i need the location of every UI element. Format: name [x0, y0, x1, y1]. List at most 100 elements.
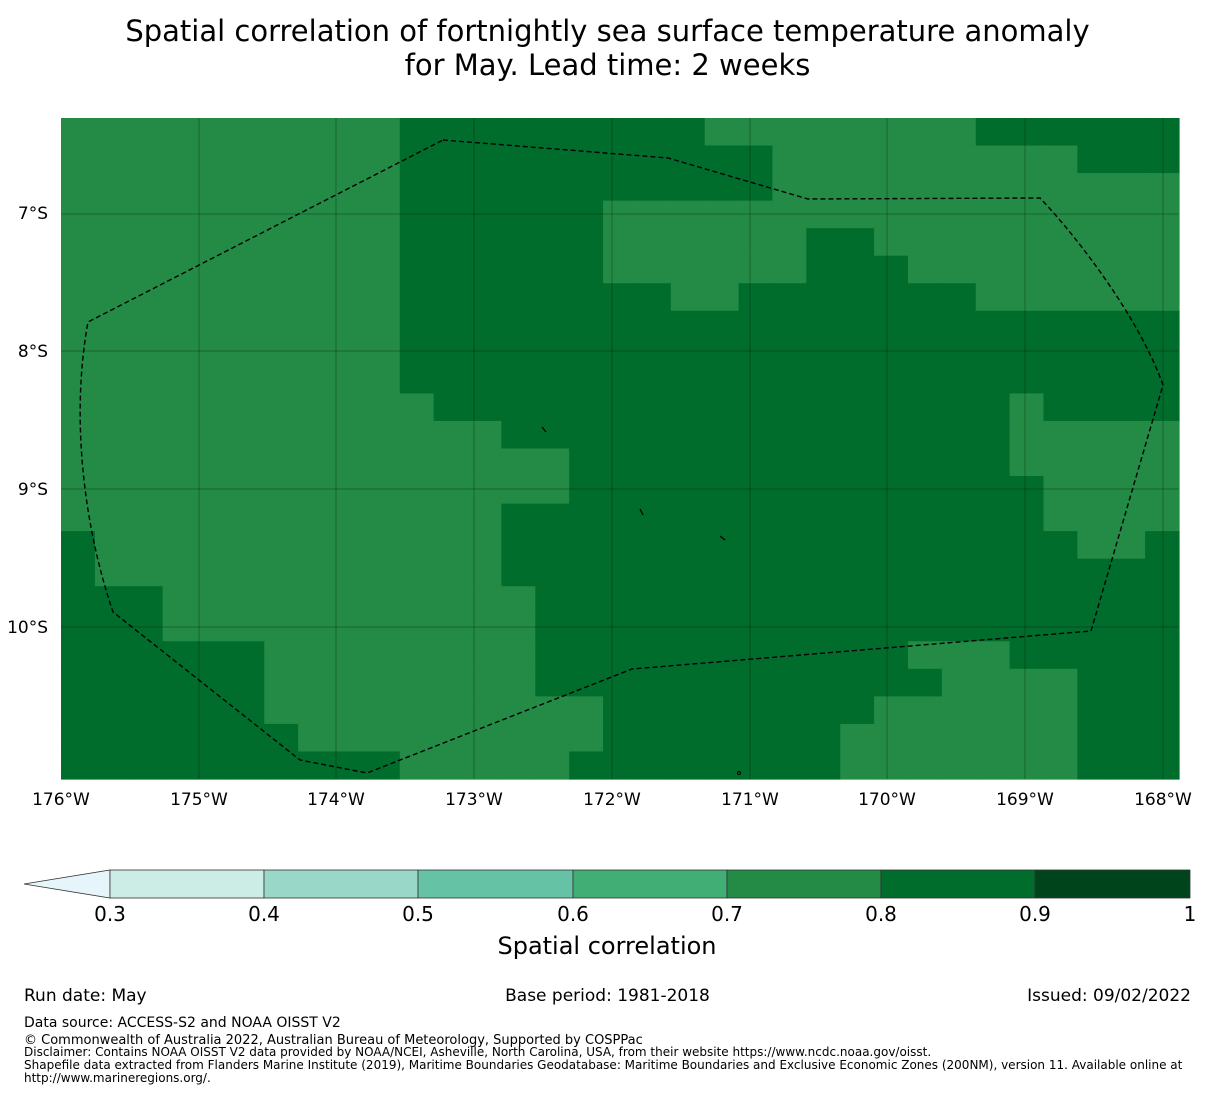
grid-cell: [840, 228, 875, 257]
grid-cell: [704, 503, 740, 532]
grid-cell: [162, 338, 198, 367]
grid-cell: [128, 531, 164, 560]
grid-cell: [1009, 310, 1045, 339]
grid-cell: [399, 503, 435, 532]
grid-cell: [1145, 118, 1180, 147]
grid-cell: [501, 613, 536, 642]
colorbar-extend-arrow: [23, 869, 111, 899]
longitude-labels: 176°W 175°W 174°W 173°W 172°W 171°W 170°…: [32, 790, 1192, 810]
grid-cell: [501, 255, 536, 284]
grid-cell: [535, 200, 570, 229]
grid-cell: [907, 420, 943, 450]
grid-cell: [332, 476, 367, 505]
grid-cell: [433, 696, 469, 725]
grid-cell: [941, 365, 977, 395]
grid-cell: [94, 173, 130, 202]
grid-cell: [467, 283, 503, 312]
grid-cell: [941, 255, 977, 284]
grid-cell: [94, 503, 130, 532]
grid-cell: [1043, 283, 1078, 312]
grid-cell: [603, 118, 638, 147]
grid-cell: [636, 503, 672, 532]
grid-cell: [467, 393, 503, 422]
grid-cell: [365, 420, 401, 450]
grid-cell: [1009, 641, 1045, 670]
grid-cell: [840, 476, 875, 505]
grid-cell: [738, 145, 774, 174]
grid-cell: [704, 613, 740, 642]
colorbar: [23, 869, 1191, 899]
grid-cell: [975, 558, 1011, 587]
grid-cell: [975, 476, 1011, 505]
grid-cell: [433, 448, 469, 477]
grid-cell: [501, 283, 536, 312]
grid-cell: [670, 751, 706, 780]
grid-cell: [365, 393, 401, 422]
grid-cell: [840, 393, 875, 422]
grid-cell: [670, 420, 706, 450]
grid-cell: [636, 420, 672, 450]
grid-cell: [975, 613, 1011, 642]
grid-cell: [535, 420, 570, 450]
grid-cell: [907, 558, 943, 587]
grid-cell: [907, 531, 943, 560]
grid-cell: [840, 145, 875, 174]
grid-cell: [535, 173, 570, 202]
lon-label-170w: 170°W: [858, 790, 916, 810]
grid-cell: [365, 558, 401, 587]
grid-cell: [1043, 255, 1078, 284]
grid-cell: [1111, 228, 1146, 257]
grid-cell: [772, 118, 807, 147]
grid-cell: [1009, 586, 1045, 615]
grid-cell: [1043, 228, 1078, 257]
correlation-grid: [61, 118, 1180, 780]
grid-cell: [874, 310, 909, 339]
grid-cell: [840, 365, 875, 395]
grid-cell: [1043, 200, 1078, 229]
grid-cell: [1145, 668, 1180, 697]
grid-cell: [806, 255, 841, 284]
grid-cell: [806, 558, 841, 587]
grid-cell: [670, 393, 706, 422]
grid-cell: [1077, 310, 1112, 339]
grid-cell: [874, 476, 909, 505]
lon-label-168w: 168°W: [1134, 790, 1192, 810]
grid-cell: [535, 310, 570, 339]
grid-cell: [738, 613, 774, 642]
lon-label-169w: 169°W: [996, 790, 1054, 810]
grid-cell: [1111, 696, 1146, 725]
grid-cell: [196, 420, 231, 450]
grid-cell: [128, 420, 164, 450]
grid-cell: [298, 255, 333, 284]
grid-cell: [162, 476, 198, 505]
graticule: [61, 118, 1179, 779]
grid-cell: [975, 503, 1011, 532]
grid-cell: [365, 365, 401, 395]
grid-cell: [840, 613, 875, 642]
grid-cell: [128, 393, 164, 422]
grid-cell: [433, 503, 469, 532]
grid-cell: [501, 393, 536, 422]
grid-cell: [874, 173, 909, 202]
grid-cell: [772, 503, 807, 532]
grid-cell: [772, 613, 807, 642]
grid-cell: [772, 476, 807, 505]
grid-cell: [467, 476, 503, 505]
grid-cell: [704, 173, 740, 202]
grid-cell: [704, 558, 740, 587]
grid-cell: [298, 641, 333, 670]
grid-cell: [806, 668, 841, 697]
grid-cell: [61, 365, 96, 395]
grid-cell: [230, 118, 265, 147]
grid-cell: [738, 751, 774, 780]
grid-cell: [704, 200, 740, 229]
base-period: Base period: 1981-2018: [505, 986, 710, 1006]
grid-cell: [535, 255, 570, 284]
grid-cell: [704, 641, 740, 670]
grid-cell: [94, 310, 130, 339]
grid-cell: [399, 586, 435, 615]
grid-cell: [806, 173, 841, 202]
grid-cell: [772, 558, 807, 587]
grid-cell: [1111, 723, 1146, 753]
grid-cell: [230, 365, 265, 395]
